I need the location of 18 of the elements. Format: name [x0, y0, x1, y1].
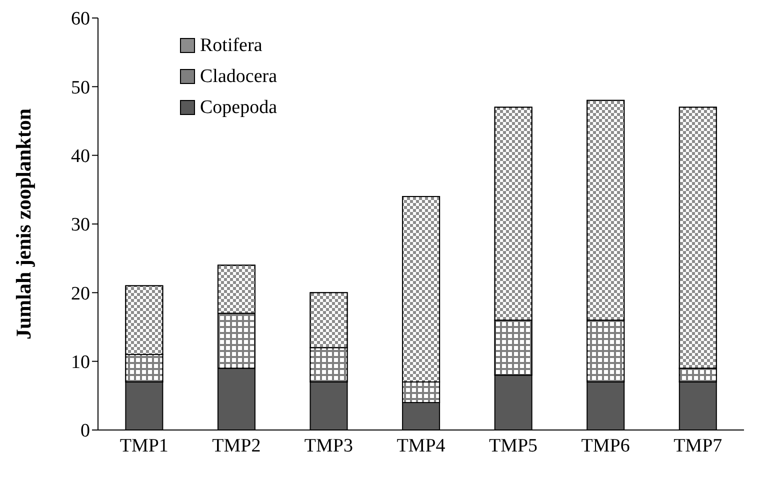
x-tick-label: TMP4 [396, 435, 446, 456]
x-tick-label: TMP2 [212, 435, 261, 456]
x-tick-label: TMP1 [120, 435, 168, 456]
legend-label: Cladocera [200, 66, 278, 88]
y-tick-label: 30 [71, 214, 90, 236]
y-tick-label: 40 [71, 146, 90, 168]
x-tick-label: TMP6 [581, 435, 630, 456]
y-tick-label: 20 [71, 283, 90, 304]
y-axis-title: Jumlah jenis zooplankton [11, 108, 36, 340]
x-tick-label: TMP5 [488, 435, 538, 456]
y-tick-label: 60 [71, 8, 90, 30]
y-tick-label: 0 [80, 420, 90, 442]
x-tick-label: TMP7 [674, 435, 722, 456]
y-tick-label: 50 [71, 77, 90, 98]
y-tick-label: 10 [71, 352, 90, 374]
legend-label: Rotifera [200, 34, 262, 56]
legend-label: Copepoda [200, 96, 278, 118]
x-tick-label: TMP3 [304, 435, 354, 456]
